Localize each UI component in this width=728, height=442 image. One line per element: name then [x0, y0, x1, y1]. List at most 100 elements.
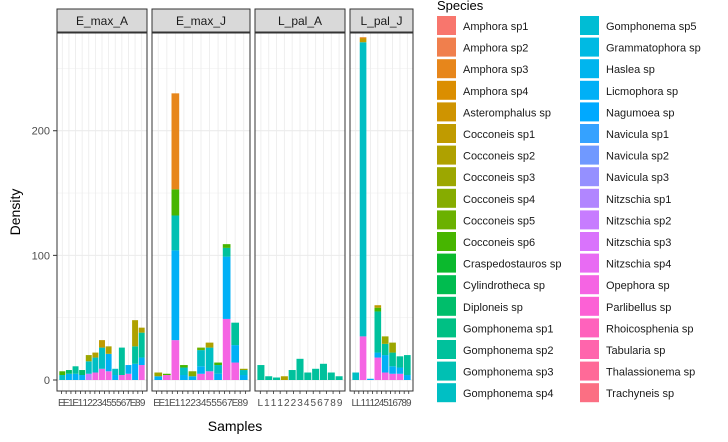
x-tick-label: E [63, 398, 70, 409]
bar-segment [214, 362, 222, 366]
bar-segment [162, 375, 171, 380]
bar-segment [171, 189, 180, 216]
legend-key [437, 296, 456, 316]
panel-border [151, 32, 251, 392]
panel-border [56, 32, 148, 392]
legend-label: Nitzschia sp3 [606, 237, 671, 249]
bar-segment [239, 370, 248, 376]
bar-segment [92, 352, 99, 358]
legend-key [580, 102, 599, 122]
legend-label: Amphora sp2 [463, 43, 528, 55]
bar-segment [132, 363, 139, 380]
y-tick-label: 0 [44, 375, 50, 387]
bar-segment [112, 368, 119, 376]
bar-segment [65, 370, 72, 374]
bar-segment [105, 346, 112, 354]
bar-segment [222, 244, 231, 248]
bar-segment [188, 371, 197, 377]
legend-key [580, 361, 599, 381]
bar-segment [112, 375, 119, 380]
legend-key [580, 383, 599, 403]
legend-label: Navicula sp2 [606, 151, 669, 163]
legend-label: Nitzschia sp4 [606, 259, 671, 271]
legend-label: Parlibellus sp [606, 302, 671, 314]
x-tick-label: 6 [317, 398, 323, 409]
bar-segment [85, 373, 92, 380]
legend-label: Licmophora sp [606, 86, 678, 98]
panel-background [350, 33, 413, 391]
bar-segment [72, 373, 79, 380]
x-tick-label: 2 [87, 398, 93, 409]
legend-label: Asteromphalus sp [463, 107, 551, 119]
bar-segment [352, 372, 360, 380]
bar-segment [381, 343, 389, 356]
legend-label: Diploneis sp [463, 302, 523, 314]
x-tick-label: E [72, 398, 79, 409]
x-tick-label: 1 [180, 398, 186, 409]
legend-label: Gomphonema sp3 [463, 367, 554, 379]
bar-segment [335, 376, 343, 380]
x-tick-label: E [158, 398, 165, 409]
legend-label: Gomphonema sp1 [463, 323, 554, 335]
legend-label: Rhoicosphenia sp [606, 323, 693, 335]
bar-segment [72, 366, 79, 374]
legend-title: Species [437, 0, 484, 13]
legend-key [580, 188, 599, 208]
bar-segment [59, 375, 66, 380]
x-tick-label: 3 [297, 398, 303, 409]
legend-key [580, 318, 599, 338]
bar-segment [85, 361, 92, 374]
x-tick-label: L [351, 398, 357, 409]
legend-label: Navicula sp1 [606, 129, 669, 141]
x-tick-label: 1 [388, 398, 394, 409]
x-tick-label: 5 [106, 398, 112, 409]
y-axis-title: Density [7, 189, 23, 236]
bar-segment [171, 215, 180, 251]
x-tick-label: 8 [237, 398, 243, 409]
bar-segment [374, 311, 382, 353]
bar-segment [171, 340, 180, 380]
bar-segment [118, 347, 125, 376]
bar-segment [162, 373, 171, 376]
x-tick-label: 1 [175, 398, 181, 409]
bar-segment [389, 352, 396, 367]
legend-key [437, 275, 456, 295]
legend-label: Gomphonema sp2 [463, 345, 554, 357]
legend-label: Gomphonema sp5 [606, 21, 697, 33]
x-tick-label: 8 [330, 398, 336, 409]
x-tick-label: E [169, 398, 176, 409]
bar-segment [171, 250, 180, 341]
x-tick-label: 5 [383, 398, 389, 409]
x-tick-label: 4 [201, 398, 207, 409]
y-tick-label: 200 [32, 126, 50, 138]
x-tick-label: L [356, 398, 362, 409]
x-tick-label: 7 [125, 398, 131, 409]
bar-segment [359, 38, 367, 43]
bar-segment [205, 342, 214, 348]
bar-segment [319, 363, 327, 380]
bar-segment [359, 336, 367, 380]
legend-key [580, 80, 599, 100]
legend-key [580, 210, 599, 230]
legend-key [437, 16, 456, 35]
x-tick-label: 5 [111, 398, 117, 409]
legend-label: Opephora sp [606, 280, 670, 292]
legend-label: Haslea sp [606, 64, 655, 76]
bar-segment [92, 357, 99, 373]
x-tick-label: 5 [116, 398, 122, 409]
legend-label: Cocconeis sp3 [463, 172, 535, 184]
legend-key [437, 210, 456, 230]
x-tick-label: 1 [264, 398, 270, 409]
bar-segment [381, 336, 389, 344]
bar-segment [138, 327, 145, 333]
legend-key [580, 232, 599, 251]
x-tick-label: 2 [185, 398, 191, 409]
legend-label: Nitzschia sp2 [606, 215, 671, 227]
x-tick-label: 1 [164, 398, 170, 409]
bar-segment [65, 373, 72, 380]
legend-label: Trachyneis sp [606, 388, 674, 400]
legend-label: Tabularia sp [606, 345, 665, 357]
x-tick-label: 6 [392, 398, 398, 409]
bar-segment [154, 372, 163, 377]
x-tick-label: 6 [222, 398, 228, 409]
